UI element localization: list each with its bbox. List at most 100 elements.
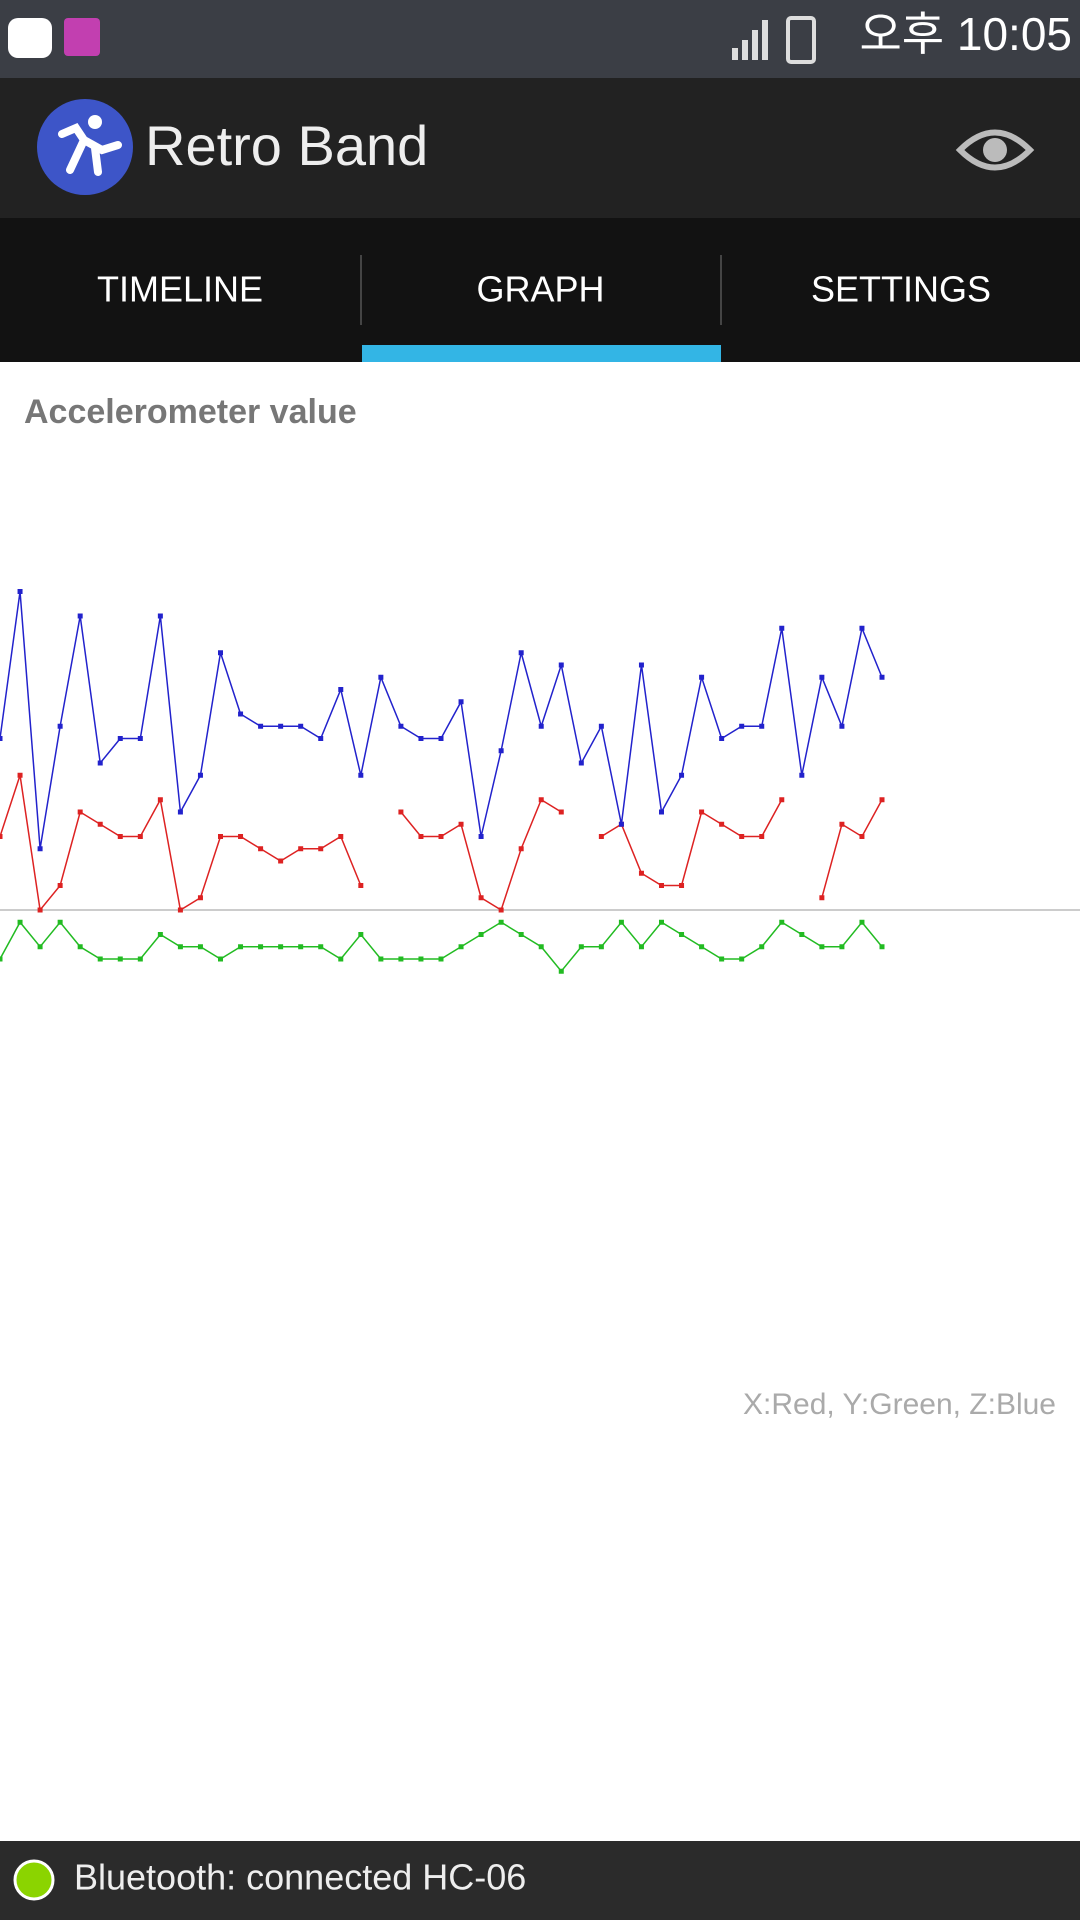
data-point xyxy=(679,772,685,778)
data-point xyxy=(258,944,264,950)
series-line xyxy=(0,775,883,912)
data-point xyxy=(598,944,604,950)
data-point xyxy=(819,674,825,680)
data-point xyxy=(638,944,644,950)
tab[interactable]: GRAPH xyxy=(476,269,604,310)
data-point xyxy=(57,723,63,729)
app-title: Retro Band xyxy=(145,114,428,177)
data-point xyxy=(438,834,444,839)
data-point xyxy=(218,650,223,656)
data-point xyxy=(177,907,183,913)
data-point xyxy=(578,760,584,766)
data-point xyxy=(278,858,284,864)
tab[interactable]: TIMELINE xyxy=(97,269,263,310)
data-point xyxy=(618,919,624,925)
data-point xyxy=(538,797,544,803)
data-point xyxy=(57,919,63,925)
data-point xyxy=(0,956,3,962)
app-bar xyxy=(0,78,1080,218)
data-point xyxy=(177,944,183,950)
data-point xyxy=(719,821,725,827)
data-point xyxy=(338,956,344,962)
data-point xyxy=(358,883,364,888)
data-point xyxy=(659,809,664,815)
data-point xyxy=(157,797,163,803)
data-point xyxy=(258,723,264,729)
data-point xyxy=(137,956,143,962)
app-icon-head xyxy=(88,115,102,129)
data-point xyxy=(659,919,664,925)
data-point xyxy=(679,932,685,937)
data-point xyxy=(298,944,304,950)
data-point xyxy=(638,870,644,876)
data-point xyxy=(318,846,324,852)
data-point xyxy=(117,956,123,962)
data-point xyxy=(197,895,203,901)
data-point xyxy=(458,821,464,827)
data-point xyxy=(799,772,805,778)
data-point xyxy=(859,919,865,925)
data-point xyxy=(879,944,885,950)
eye-button[interactable] xyxy=(955,129,1035,171)
data-point xyxy=(498,919,504,925)
data-point xyxy=(418,956,424,962)
data-point xyxy=(197,944,203,950)
data-point xyxy=(157,932,163,937)
data-point xyxy=(879,674,885,680)
data-point xyxy=(17,589,23,594)
data-point xyxy=(0,736,3,741)
data-point xyxy=(137,736,143,741)
data-point xyxy=(699,809,705,815)
data-point xyxy=(378,956,384,962)
data-point xyxy=(77,613,83,619)
data-point xyxy=(338,687,344,692)
signal-icon xyxy=(732,20,768,60)
chart: Accelerometer value X:Red, Y:Green, Z:Bl… xyxy=(0,393,1080,1421)
data-point xyxy=(418,834,424,839)
data-point xyxy=(358,932,364,937)
footer-status: Bluetooth: connected HC-06 xyxy=(74,1857,526,1898)
tab-indicator xyxy=(362,345,721,362)
data-point xyxy=(137,834,143,839)
data-point xyxy=(298,846,304,852)
data-point xyxy=(779,797,785,803)
data-point xyxy=(97,760,103,766)
data-point xyxy=(839,723,845,729)
data-point xyxy=(799,932,805,937)
data-point xyxy=(17,772,23,778)
data-point xyxy=(819,895,825,901)
data-point xyxy=(218,956,223,962)
data-point xyxy=(518,932,524,937)
data-point xyxy=(278,944,284,950)
data-point xyxy=(719,956,725,962)
data-point xyxy=(238,711,244,717)
data-point xyxy=(398,809,404,815)
tab-bar xyxy=(0,218,1080,362)
data-point xyxy=(117,736,123,741)
data-point xyxy=(478,834,484,839)
battery-icon xyxy=(786,16,816,64)
data-point xyxy=(177,809,183,815)
data-point xyxy=(17,919,23,925)
status-icon xyxy=(8,18,52,58)
data-point xyxy=(538,723,544,729)
tab[interactable]: SETTINGS xyxy=(811,269,991,310)
legend: X:Red, Y:Green, Z:Blue xyxy=(743,1388,1056,1421)
data-point xyxy=(458,699,464,705)
data-point xyxy=(37,907,43,913)
data-point xyxy=(378,674,384,680)
data-point xyxy=(418,736,424,741)
data-point xyxy=(398,723,404,729)
data-point xyxy=(699,674,705,680)
data-point xyxy=(258,846,264,852)
app-icon-figure xyxy=(58,123,122,176)
data-point xyxy=(859,834,865,839)
data-point xyxy=(578,944,584,950)
data-point xyxy=(659,883,664,888)
data-point xyxy=(598,834,604,839)
data-point xyxy=(598,723,604,729)
data-point xyxy=(197,772,203,778)
footer-bar xyxy=(0,1841,1080,1920)
data-point xyxy=(699,944,705,950)
data-point xyxy=(498,748,504,754)
